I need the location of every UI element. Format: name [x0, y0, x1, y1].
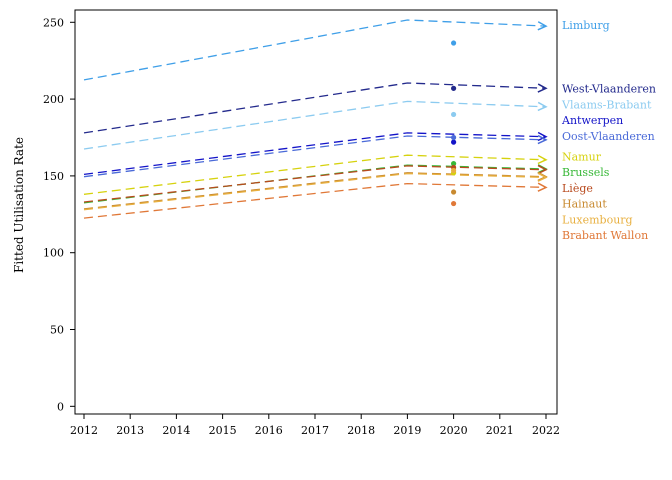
series-line-4 — [83, 135, 547, 178]
series-arrow-9 — [537, 172, 548, 182]
x-tick-label: 2016 — [255, 424, 283, 437]
observed-point-2 — [451, 111, 457, 118]
y-axis-title: Fitted Utilisation Rate — [12, 137, 26, 273]
legend-label-8: Hainaut — [562, 198, 607, 211]
series-line-9 — [83, 172, 547, 211]
x-tick-label: 2022 — [532, 424, 560, 437]
y-tick-label: 50 — [50, 324, 64, 337]
series-line-8 — [83, 172, 547, 210]
legend: Limburg West-Vlaanderen Vlaams-Brabant Antw… — [561, 19, 656, 242]
observed-point-4 — [451, 134, 457, 141]
observed-points — [451, 40, 457, 207]
x-tick-label: 2015 — [209, 424, 237, 437]
y-tick-label: 250 — [43, 16, 64, 29]
legend-label-10: Brabant Wallon — [562, 229, 648, 242]
y-tick-label: 100 — [43, 247, 64, 260]
x-tick-label: 2019 — [393, 424, 421, 437]
y-tick-label: 200 — [43, 93, 64, 106]
x-tick-label: 2018 — [347, 424, 375, 437]
y-tick-label: 150 — [43, 170, 64, 183]
series-line-3 — [83, 132, 547, 176]
legend-label-1: West-Vlaanderen — [562, 83, 656, 96]
x-tick-label: 2017 — [301, 424, 329, 437]
series-lines — [83, 19, 548, 219]
series-arrow-2 — [537, 101, 548, 112]
series-arrow-10 — [537, 182, 548, 192]
series-line-5 — [83, 154, 547, 195]
series-arrow-5 — [537, 154, 548, 165]
legend-label-4: Oost-Vlaanderen — [562, 130, 655, 143]
series-line-0 — [83, 19, 547, 81]
x-tick-label: 2012 — [70, 424, 98, 437]
series-arrow-3 — [537, 131, 548, 142]
series-arrow-1 — [537, 83, 548, 93]
plot-frame — [74, 9, 558, 415]
x-tick-label: 2021 — [486, 424, 514, 437]
x-tick-label: 2020 — [440, 424, 468, 437]
x-tick-label: 2013 — [116, 424, 144, 437]
observed-point-1 — [451, 85, 457, 91]
legend-label-7: Liège — [562, 182, 593, 195]
series-line-2 — [83, 100, 547, 150]
observed-point-0 — [451, 40, 457, 46]
series-arrow-4 — [537, 134, 548, 145]
y-tick-label: 0 — [57, 400, 64, 413]
series-arrow-0 — [537, 21, 548, 31]
observed-point-6 — [451, 161, 457, 167]
legend-label-5: Namur — [562, 151, 602, 164]
x-tick-label: 2014 — [162, 424, 190, 437]
legend-label-3: Antwerpen — [561, 114, 623, 127]
legend-label-0: Limburg — [562, 19, 610, 32]
series-line-7 — [83, 165, 547, 203]
series-line-1 — [83, 82, 547, 134]
series-arrow-7 — [537, 164, 548, 175]
legend-label-9: Luxembourg — [562, 213, 633, 226]
observed-point-9 — [451, 167, 457, 174]
observed-point-8 — [451, 189, 457, 195]
legend-label-6: Brussels — [562, 166, 610, 179]
legend-label-2: Vlaams-Brabant — [561, 98, 652, 111]
series-line-6 — [83, 164, 547, 204]
observed-point-3 — [451, 139, 457, 145]
observed-point-10 — [451, 200, 457, 207]
axes: 2012 2013 2014 2015 2016 2017 2018 2019 2020 2021… — [43, 16, 560, 437]
series-line-10 — [83, 182, 547, 219]
